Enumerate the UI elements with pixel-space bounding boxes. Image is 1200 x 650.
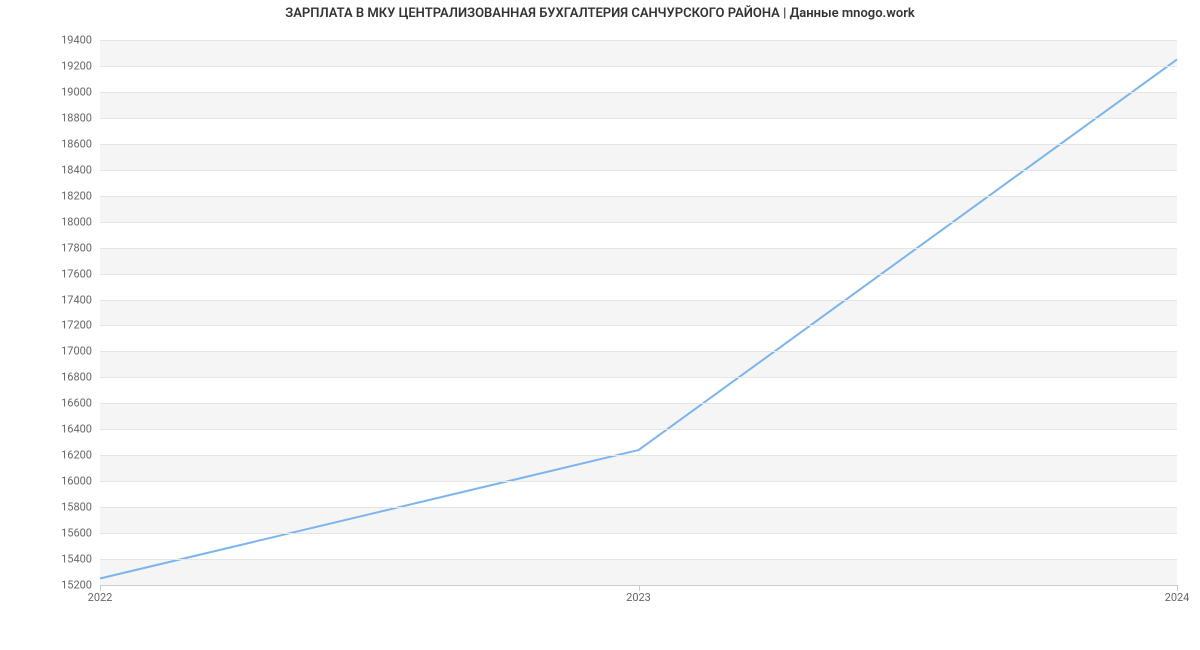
y-tick-label: 16400 [61,423,100,436]
y-tick-label: 15400 [61,553,100,566]
y-tick-label: 18200 [61,189,100,202]
plot-area: 1520015400156001580016000162001640016600… [100,40,1177,585]
y-tick-label: 18800 [61,111,100,124]
y-tick-label: 16800 [61,371,100,384]
y-gridline [100,377,1177,378]
y-gridline [100,403,1177,404]
y-gridline [100,144,1177,145]
series-line-salary [100,59,1177,578]
x-tick-label: 2022 [88,585,113,604]
y-tick-label: 17400 [61,293,100,306]
y-tick-label: 19200 [61,59,100,72]
y-gridline [100,533,1177,534]
y-gridline [100,507,1177,508]
y-gridline [100,455,1177,456]
y-gridline [100,300,1177,301]
y-tick-label: 17000 [61,345,100,358]
y-gridline [100,222,1177,223]
y-gridline [100,170,1177,171]
y-tick-label: 18400 [61,163,100,176]
y-tick-label: 16600 [61,397,100,410]
y-gridline [100,92,1177,93]
chart-title: ЗАРПЛАТА В МКУ ЦЕНТРАЛИЗОВАННАЯ БУХГАЛТЕ… [0,6,1200,21]
y-gridline [100,66,1177,67]
y-tick-label: 18000 [61,215,100,228]
y-gridline [100,481,1177,482]
salary-line-chart: ЗАРПЛАТА В МКУ ЦЕНТРАЛИЗОВАННАЯ БУХГАЛТЕ… [0,0,1200,650]
y-gridline [100,429,1177,430]
y-gridline [100,351,1177,352]
x-tick-label: 2023 [626,585,651,604]
y-gridline [100,559,1177,560]
y-gridline [100,196,1177,197]
y-gridline [100,325,1177,326]
y-gridline [100,248,1177,249]
y-tick-label: 16000 [61,475,100,488]
y-tick-label: 17800 [61,241,100,254]
y-gridline [100,274,1177,275]
y-tick-label: 15800 [61,501,100,514]
y-tick-label: 19400 [61,34,100,47]
y-tick-label: 17200 [61,319,100,332]
y-tick-label: 16200 [61,449,100,462]
y-tick-label: 19000 [61,85,100,98]
x-tick-label: 2024 [1165,585,1190,604]
y-tick-label: 18600 [61,137,100,150]
y-tick-label: 15600 [61,527,100,540]
y-gridline [100,118,1177,119]
y-gridline [100,40,1177,41]
y-tick-label: 17600 [61,267,100,280]
line-layer [100,40,1177,585]
